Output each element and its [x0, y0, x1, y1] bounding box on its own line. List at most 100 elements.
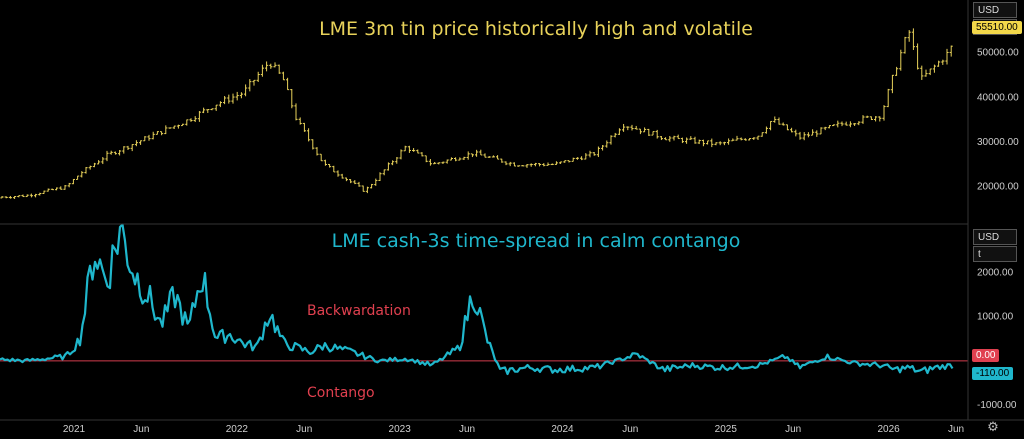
price-bar: [554, 161, 558, 165]
spread-y-tick-label: -1000.00: [977, 400, 1017, 411]
price-bar: [580, 156, 584, 161]
price-bar: [433, 162, 437, 165]
price-bar: [764, 126, 768, 134]
price-bar: [659, 136, 663, 141]
price-bar: [4, 196, 8, 199]
x-tick-label: Jun: [459, 424, 475, 435]
price-bar: [386, 162, 390, 171]
price-bar: [668, 135, 672, 142]
price-bar: [382, 169, 386, 176]
price-bar: [46, 188, 50, 192]
price-bar: [903, 36, 907, 54]
price-bar: [206, 109, 210, 113]
price-bar: [244, 84, 248, 97]
price-bar: [508, 161, 512, 167]
price-bar: [710, 138, 714, 148]
price-bar: [428, 159, 432, 166]
price-bar: [735, 135, 739, 141]
price-bar: [21, 194, 25, 198]
spread-series: [0, 223, 968, 376]
price-bar: [437, 162, 441, 165]
price-bar: [160, 131, 164, 136]
price-bar: [38, 192, 42, 196]
price-bar: [164, 125, 168, 135]
price-last-value-badge: 55510.00: [972, 21, 1022, 35]
price-series: [0, 28, 953, 199]
price-bar: [298, 117, 302, 125]
price-bar: [878, 116, 882, 122]
price-bar: [924, 69, 928, 77]
price-bar: [13, 196, 17, 199]
price-bar: [916, 43, 920, 70]
price-bar: [601, 145, 605, 151]
price-bar: [311, 139, 315, 150]
price-bar: [626, 126, 630, 131]
price-bar: [617, 128, 621, 136]
price-y-tick-label: 50000.00: [977, 48, 1019, 59]
price-bar: [773, 116, 777, 123]
price-bar: [895, 66, 899, 76]
price-y-tick-label: 30000.00: [977, 137, 1019, 148]
price-bar: [76, 175, 80, 180]
price-bar: [155, 131, 159, 135]
price-bar: [8, 195, 12, 199]
price-bar: [370, 183, 374, 189]
settings-gear-icon[interactable]: ⚙: [987, 419, 999, 434]
x-tick-label: Jun: [622, 424, 638, 435]
price-bar: [718, 141, 722, 146]
price-bar: [374, 178, 378, 186]
price-bar: [802, 132, 806, 141]
price-bar: [689, 136, 693, 140]
price-bar: [277, 64, 281, 74]
price-bar: [475, 149, 479, 157]
currency-selector-bottom[interactable]: USD: [973, 229, 1017, 245]
price-bar: [441, 161, 445, 165]
unit-selector-bottom[interactable]: t: [973, 246, 1017, 262]
price-y-tick-label: 40000.00: [977, 92, 1019, 103]
price-bar: [168, 127, 172, 129]
x-tick-label: 2021: [63, 424, 86, 435]
price-bar: [848, 121, 852, 128]
price-bar: [521, 165, 525, 167]
price-bar: [454, 157, 458, 162]
x-tick-label: Jun: [785, 424, 801, 435]
price-bar: [496, 155, 500, 160]
price-bar: [281, 71, 285, 81]
price-bar: [920, 65, 924, 80]
price-bar: [223, 96, 227, 105]
price-bar: [563, 160, 567, 163]
price-bar: [722, 141, 726, 146]
price-bar: [596, 146, 600, 158]
price-bar: [332, 165, 336, 173]
price-bar: [676, 134, 680, 140]
price-bar: [701, 139, 705, 147]
price-bar: [147, 134, 151, 141]
price-bar: [88, 165, 92, 170]
currency-selector-top[interactable]: USD: [973, 2, 1017, 18]
price-bar: [42, 190, 46, 194]
price-bar: [84, 166, 88, 174]
spread-y-tick-label: 1000.00: [977, 312, 1014, 323]
price-bar: [525, 163, 529, 168]
price-y-tick-label: 20000.00: [977, 182, 1019, 193]
x-tick-label: 2024: [551, 424, 574, 435]
price-bar: [651, 131, 655, 136]
price-bar: [559, 161, 563, 164]
price-bar: [588, 150, 592, 158]
price-bar: [445, 159, 449, 164]
price-bar: [470, 153, 474, 158]
price-bar: [605, 140, 609, 148]
price-bar: [832, 124, 836, 127]
price-bar: [819, 127, 823, 135]
price-bar: [491, 155, 495, 158]
price-bar: [416, 149, 420, 154]
price-bar: [412, 148, 416, 152]
price-bar: [634, 125, 638, 130]
price-bar: [479, 149, 483, 156]
price-bar: [193, 116, 197, 123]
price-bar: [399, 149, 403, 160]
price-bar: [235, 91, 239, 101]
price-bar: [260, 64, 264, 77]
